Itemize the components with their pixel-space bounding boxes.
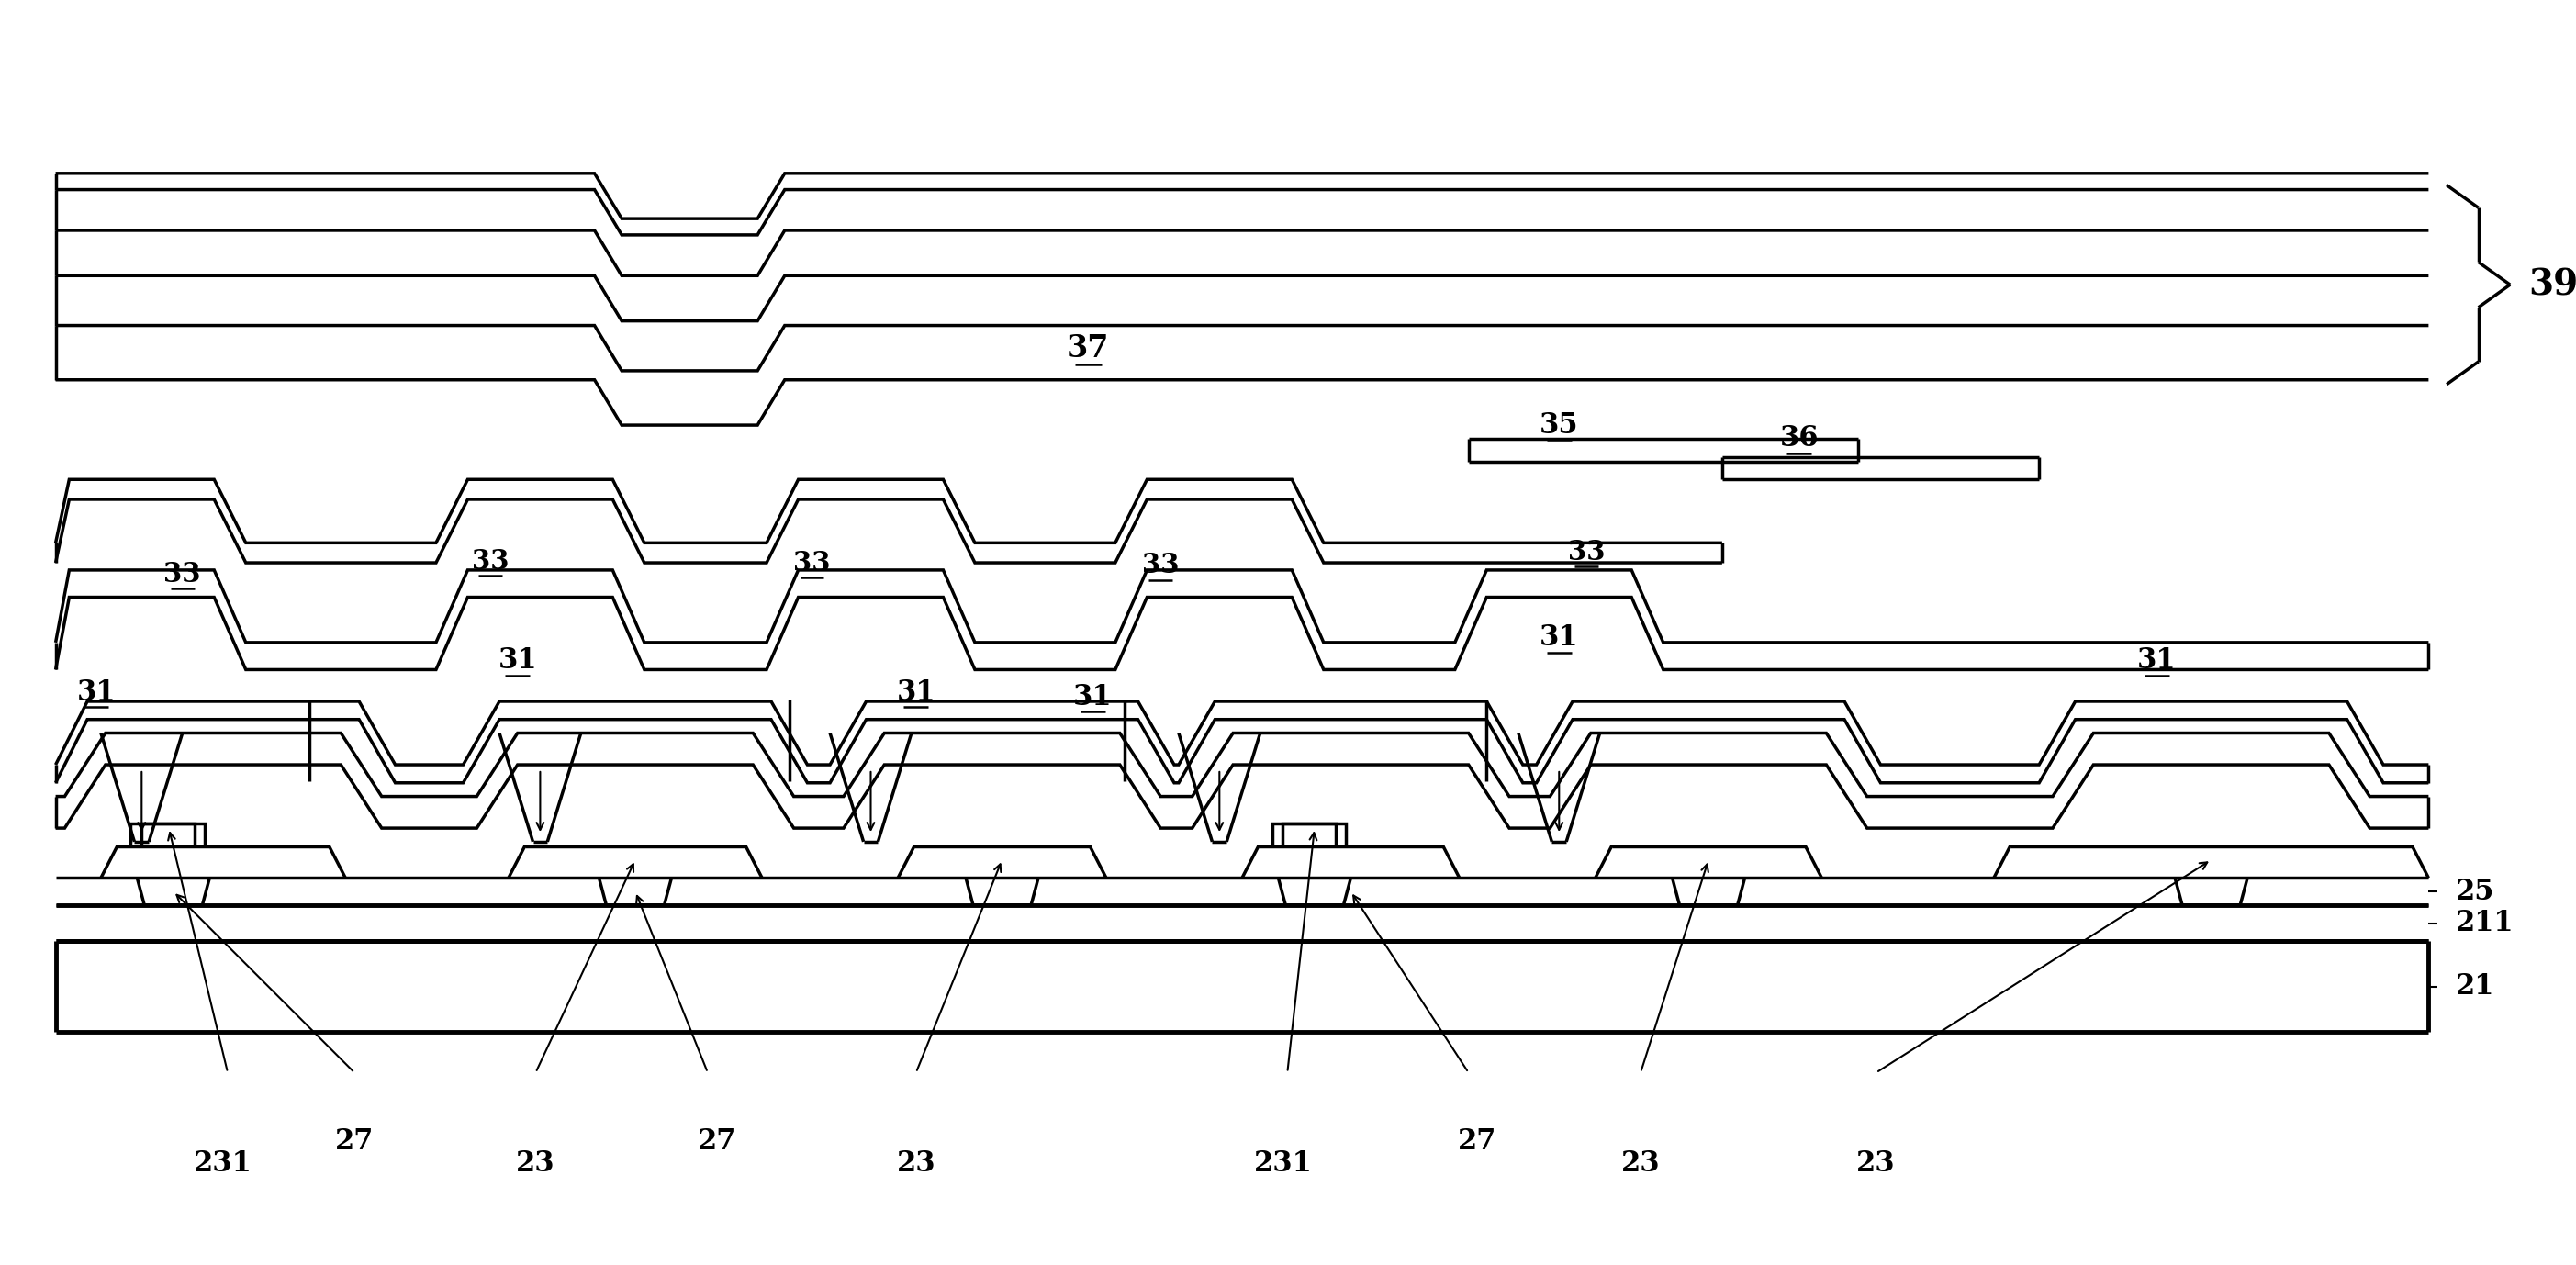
Text: 31: 31	[1540, 624, 1579, 653]
Text: 31: 31	[77, 678, 116, 707]
Text: 23: 23	[1620, 1150, 1659, 1178]
Text: 33: 33	[1569, 539, 1605, 565]
Text: 21: 21	[2455, 973, 2494, 1001]
Text: 25: 25	[2455, 878, 2494, 906]
Text: 31: 31	[497, 646, 536, 674]
Text: 33: 33	[165, 562, 201, 588]
Text: 231: 231	[193, 1150, 252, 1178]
Text: 35: 35	[1540, 411, 1579, 439]
Text: 31: 31	[1074, 683, 1113, 711]
Text: 33: 33	[471, 548, 510, 574]
Text: 27: 27	[335, 1127, 374, 1155]
Text: 211: 211	[2455, 910, 2514, 937]
Text: 27: 27	[1458, 1127, 1497, 1155]
Text: 31: 31	[2138, 646, 2177, 674]
Text: 39: 39	[2527, 267, 2576, 302]
Text: 33: 33	[793, 549, 829, 576]
Text: 31: 31	[896, 678, 935, 707]
Text: 23: 23	[896, 1150, 935, 1178]
Text: 27: 27	[698, 1127, 737, 1155]
Text: 37: 37	[1066, 333, 1110, 363]
Text: 231: 231	[1255, 1150, 1311, 1178]
Text: 23: 23	[515, 1150, 556, 1178]
Text: 23: 23	[1857, 1150, 1896, 1178]
Text: 36: 36	[1780, 425, 1819, 453]
Text: 33: 33	[1141, 552, 1180, 579]
